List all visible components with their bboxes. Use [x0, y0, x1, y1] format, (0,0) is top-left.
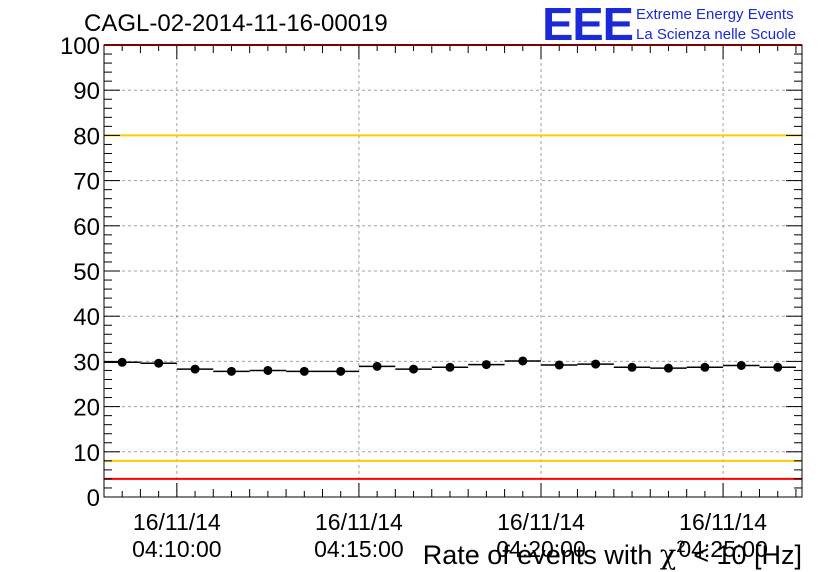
reference-lines	[104, 44, 802, 480]
eee-logo: EEE Extreme Energy Events La Scienza nel…	[542, 0, 828, 50]
x-tick-date: 16/11/14	[133, 509, 221, 535]
data-point	[263, 365, 273, 375]
data-point	[518, 356, 528, 366]
logo-line-2: La Scienza nelle Scuole	[636, 26, 797, 43]
y-tick-label: 80	[73, 123, 100, 150]
y-tick-label: 60	[73, 214, 100, 241]
data-point	[226, 366, 236, 376]
y-tick-label: 100	[60, 33, 100, 60]
y-tick-labels: 0 10 20 30 40 50 60 70 80 90 100	[60, 33, 100, 512]
y-tick-label: 50	[73, 259, 100, 286]
grid-layer	[104, 45, 802, 497]
logo-line-1: Extreme Energy Events	[636, 6, 794, 23]
y-tick-label: 10	[73, 440, 100, 467]
x-tick-time: 04:25:00	[678, 536, 768, 562]
data-point	[663, 363, 673, 373]
data-point	[117, 357, 127, 367]
x-tick-date: 16/11/14	[679, 509, 767, 535]
data-point	[336, 366, 346, 376]
data-point	[591, 359, 601, 369]
run-title: CAGL-02-2014-11-16-00019	[84, 10, 388, 37]
data-point	[299, 366, 309, 376]
data-point	[700, 362, 710, 372]
x-tick-date: 16/11/14	[315, 509, 403, 535]
data-point	[481, 360, 491, 370]
data-point	[445, 362, 455, 372]
x-tick-labels: 16/11/1404:10:0016/11/1404:15:0016/11/14…	[132, 509, 768, 562]
data-point	[627, 362, 637, 372]
data-point	[409, 364, 419, 374]
x-axis-title: Rate of events with χ2 < 10 [Hz]	[423, 537, 802, 571]
data-point	[154, 358, 164, 368]
data-point	[773, 362, 783, 372]
y-tick-label: 90	[73, 78, 100, 105]
y-tick-label: 20	[73, 395, 100, 422]
data-point	[736, 360, 746, 370]
data-point	[372, 361, 382, 371]
y-tick-label: 30	[73, 349, 100, 376]
x-tick-time: 04:15:00	[314, 536, 404, 562]
y-tick-label: 40	[73, 304, 100, 331]
x-tick-time: 04:10:00	[132, 536, 222, 562]
axis-ticks	[103, 44, 802, 498]
data-point	[554, 360, 564, 370]
y-tick-label: 70	[73, 169, 100, 196]
logo-text: Extreme Energy Events La Scienza nelle S…	[636, 5, 796, 45]
y-tick-label: 0	[87, 485, 100, 512]
logo-mark: EEE	[542, 0, 634, 50]
x-tick-time: 04:20:00	[496, 536, 586, 562]
x-tick-date: 16/11/14	[497, 509, 585, 535]
data-point	[190, 364, 200, 374]
data-series	[104, 356, 796, 376]
